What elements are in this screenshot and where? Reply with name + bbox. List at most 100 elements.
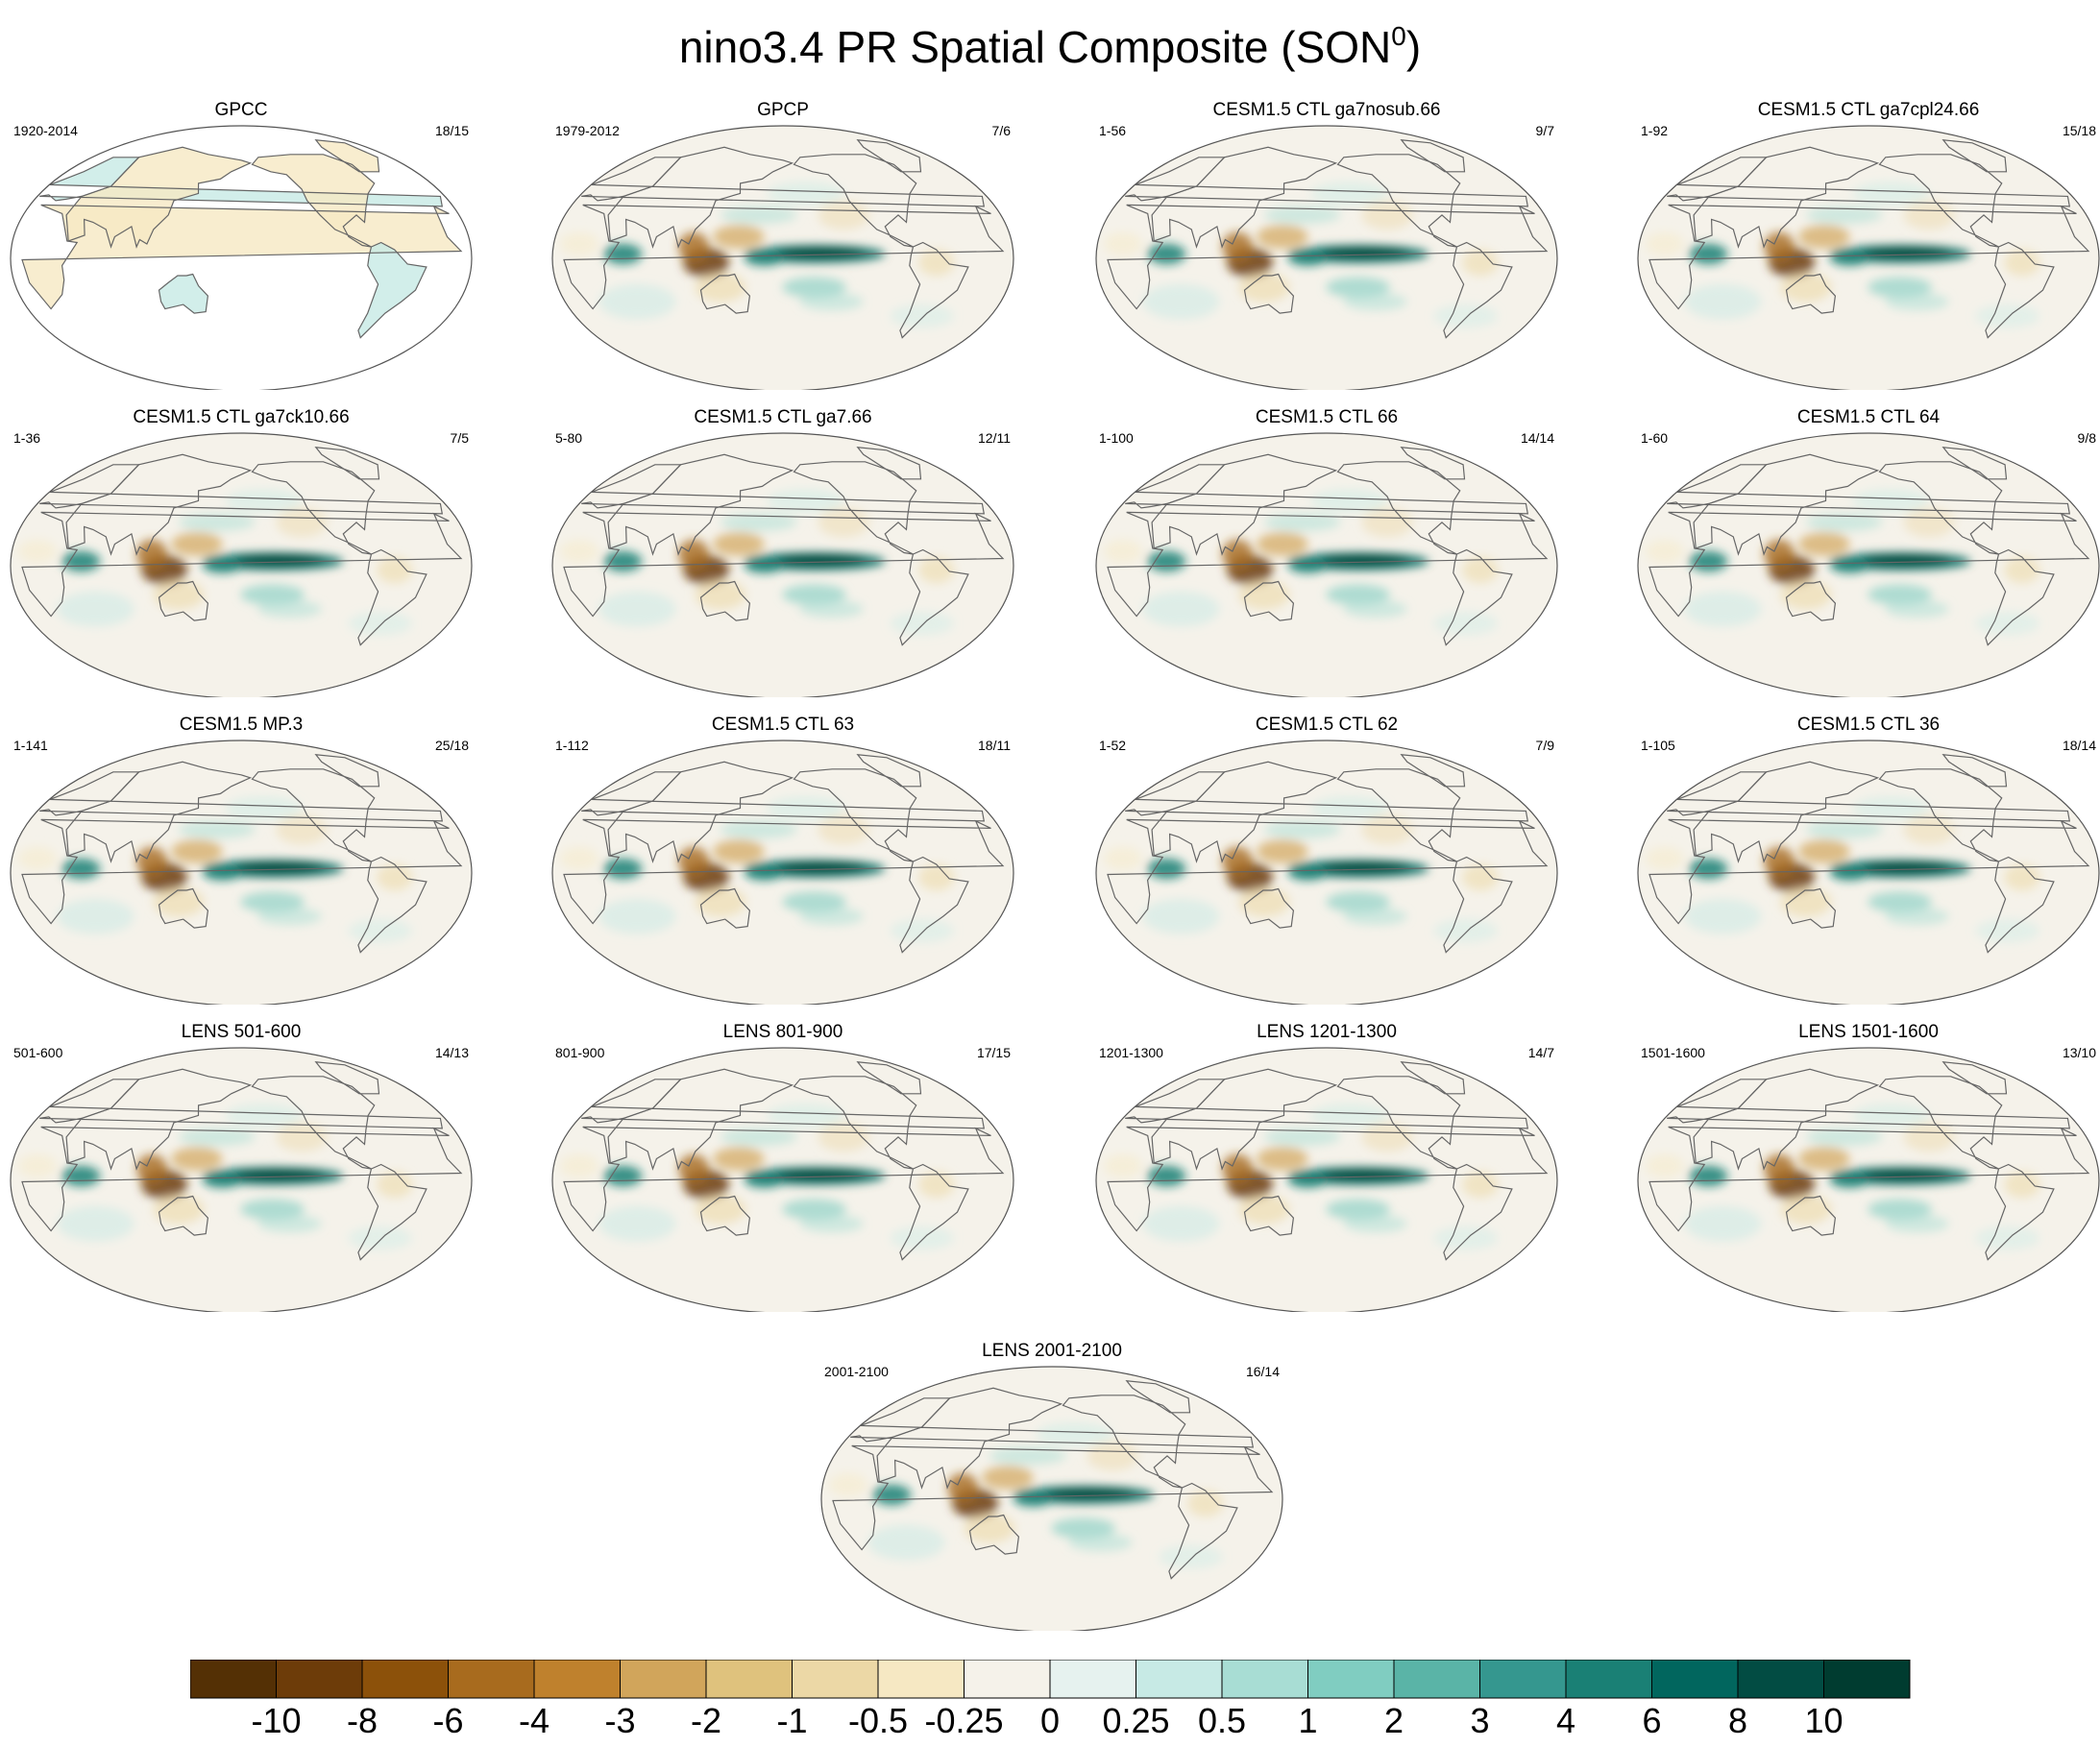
- anomaly-feature: [1798, 225, 1850, 249]
- panel-title: CESM1.5 CTL ga7.66: [694, 407, 872, 427]
- coastline-asia: [607, 761, 794, 863]
- panel-title: GPCC: [214, 100, 268, 120]
- map-panel: CESM1.5 MP.3 1-141 25/18: [6, 715, 476, 1005]
- anomaly-feature: [603, 1165, 643, 1187]
- colorbar-tick-label: 0.5: [1198, 1701, 1246, 1736]
- anomaly-feature: [1805, 820, 1883, 839]
- anomaly-feature: [1433, 611, 1498, 636]
- map-border: [1095, 1047, 1558, 1312]
- anomaly-feature: [1326, 584, 1390, 605]
- anomaly-feature: [17, 539, 57, 564]
- coastline-africa: [1648, 511, 2090, 618]
- anomaly-feature: [2004, 249, 2040, 277]
- anomaly-feature: [720, 513, 797, 532]
- anomaly-feature: [1903, 1122, 1955, 1153]
- anomaly-feature: [1684, 1205, 1762, 1242]
- coastline-south-america: [899, 241, 969, 339]
- coastline-north-america: [251, 768, 376, 862]
- coastline-australia: [158, 1195, 209, 1236]
- anomaly-feature: [136, 846, 167, 877]
- panel-title: CESM1.5 CTL 36: [1796, 715, 1941, 735]
- colorbar-tick-label: 2: [1384, 1701, 1404, 1736]
- coastline-africa: [21, 818, 463, 925]
- coastline-south-america: [357, 548, 427, 646]
- anomaly-feature: [57, 1205, 134, 1242]
- coastline-australia: [1243, 273, 1295, 314]
- coastline-greenland: [314, 139, 380, 173]
- anomaly-feature: [203, 558, 241, 573]
- map-panel: LENS 801-900 801-900 17/15: [548, 1022, 1018, 1312]
- anomaly-feature: [348, 1225, 413, 1250]
- coastline-africa: [563, 204, 1005, 310]
- colorbar-segment: [1221, 1660, 1308, 1699]
- coastline-australia: [158, 887, 209, 929]
- colorbar-segment: [276, 1660, 363, 1699]
- panel-title: CESM1.5 CTL 63: [711, 715, 855, 735]
- anomaly-feature: [377, 556, 413, 584]
- anomaly-feature: [377, 1171, 413, 1199]
- anomaly-feature: [745, 558, 783, 573]
- coastline-greenland: [314, 754, 380, 788]
- anomaly-feature: [1288, 251, 1327, 266]
- anomaly-feature: [1868, 584, 1932, 605]
- coastline-asia: [607, 146, 794, 249]
- anomaly-feature: [1885, 907, 1949, 926]
- anomaly-feature: [1885, 1214, 1949, 1233]
- panel-counts: 9/7: [1535, 123, 1554, 138]
- coastline-north-america: [1336, 154, 1461, 248]
- anomaly-feature: [678, 846, 709, 877]
- panel-period: 1-56: [1099, 123, 1127, 138]
- anomaly-feature: [1433, 918, 1498, 943]
- coastline-australia: [1785, 580, 1837, 621]
- anomaly-feature: [1222, 846, 1253, 877]
- anomaly-feature: [720, 1128, 797, 1147]
- map-globe: [10, 740, 473, 1005]
- colorbar-segment: [1393, 1660, 1480, 1699]
- coastline-africa: [563, 511, 1005, 618]
- coastline-asia: [65, 146, 253, 249]
- anomaly-feature: [799, 1214, 864, 1233]
- anomaly-feature: [1805, 206, 1883, 225]
- anomaly-feature: [1343, 1214, 1407, 1233]
- anomaly-feature: [2004, 1171, 2040, 1199]
- panel-counts: 16/14: [1245, 1364, 1280, 1379]
- anomaly-feature: [257, 1214, 322, 1233]
- land-anomaly: [252, 154, 375, 247]
- map-border: [1095, 432, 1558, 697]
- coastline-greenland: [1400, 1061, 1466, 1095]
- anomaly-feature: [782, 277, 846, 298]
- anomaly-feature: [713, 225, 765, 249]
- map-border: [10, 432, 473, 697]
- map-panel: CESM1.5 CTL 64 1-60 9/8: [1633, 407, 2100, 697]
- anomaly-feature: [890, 1225, 954, 1250]
- anomaly-feature: [982, 1466, 1034, 1490]
- colorbar-tick-label: 6: [1642, 1701, 1661, 1736]
- coastline-north-america: [793, 154, 917, 248]
- anomaly-feature: [1645, 1153, 1684, 1178]
- anomaly-feature: [276, 814, 328, 845]
- anomaly-feature: [225, 796, 303, 820]
- anomaly-feature: [1780, 886, 1832, 917]
- anomaly-feature: [720, 206, 797, 225]
- panel-counts: 14/13: [434, 1045, 469, 1060]
- panel-title: LENS 801-900: [722, 1022, 843, 1042]
- coastline-australia: [158, 273, 209, 314]
- anomaly-feature: [1975, 1225, 2039, 1250]
- anomaly-feature: [1645, 539, 1684, 564]
- anomaly-feature: [57, 898, 134, 934]
- panel-counts: 15/18: [2062, 123, 2096, 138]
- coastline-africa: [832, 1444, 1274, 1551]
- anomaly-feature: [1852, 1104, 1930, 1128]
- anomaly-feature: [1087, 1441, 1138, 1471]
- colorbar-segment: [190, 1660, 277, 1699]
- anomaly-feature: [1780, 272, 1832, 303]
- anomaly-feature: [598, 591, 676, 627]
- anomaly-feature: [559, 1153, 598, 1178]
- anomaly-feature: [1343, 907, 1407, 926]
- panel-counts: 7/6: [991, 123, 1011, 138]
- coastline-south-america: [1443, 1163, 1513, 1261]
- coastline-australia: [699, 887, 751, 929]
- coastline-australia: [699, 1195, 751, 1236]
- coastline-greenland: [314, 447, 380, 480]
- map-globe: [10, 1047, 473, 1312]
